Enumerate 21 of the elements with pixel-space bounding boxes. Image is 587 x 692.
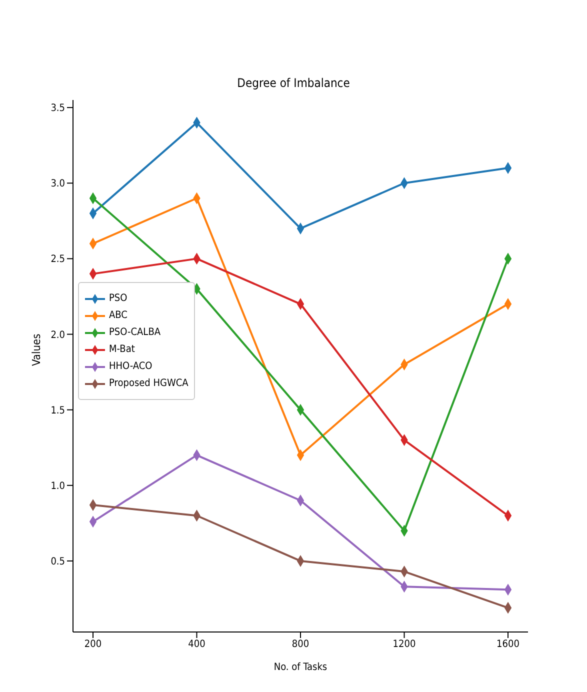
y-tick-label: 2.0 [50,330,66,341]
legend-label: Proposed HGWCA [109,378,188,389]
x-tick-label: 1600 [496,639,520,650]
chart-title: Degree of Imbalance [236,75,351,92]
x-axis-title: No. of Tasks [274,662,328,673]
y-tick-label: 1.5 [50,405,65,416]
y-tick-label: 3.0 [50,178,66,190]
y-tick-label: 1.0 [50,480,66,492]
x-tick-label: 800 [292,639,310,650]
legend-label: HHO-ACO [109,361,152,372]
x-tick-label: 400 [188,639,206,650]
legend-label: ABC [109,310,128,321]
legend-label: PSO [109,293,128,304]
y-tick-label: 3.5 [50,103,65,114]
y-axis-title: Values [30,334,43,366]
x-tick-label: 200 [84,639,102,650]
legend-label: M-Bat [109,344,135,355]
y-tick-label: 2.5 [50,254,65,266]
legend-label: PSO-CALBA [109,327,161,338]
y-tick-label: 0.5 [50,556,65,568]
x-tick-label: 1200 [392,639,416,650]
